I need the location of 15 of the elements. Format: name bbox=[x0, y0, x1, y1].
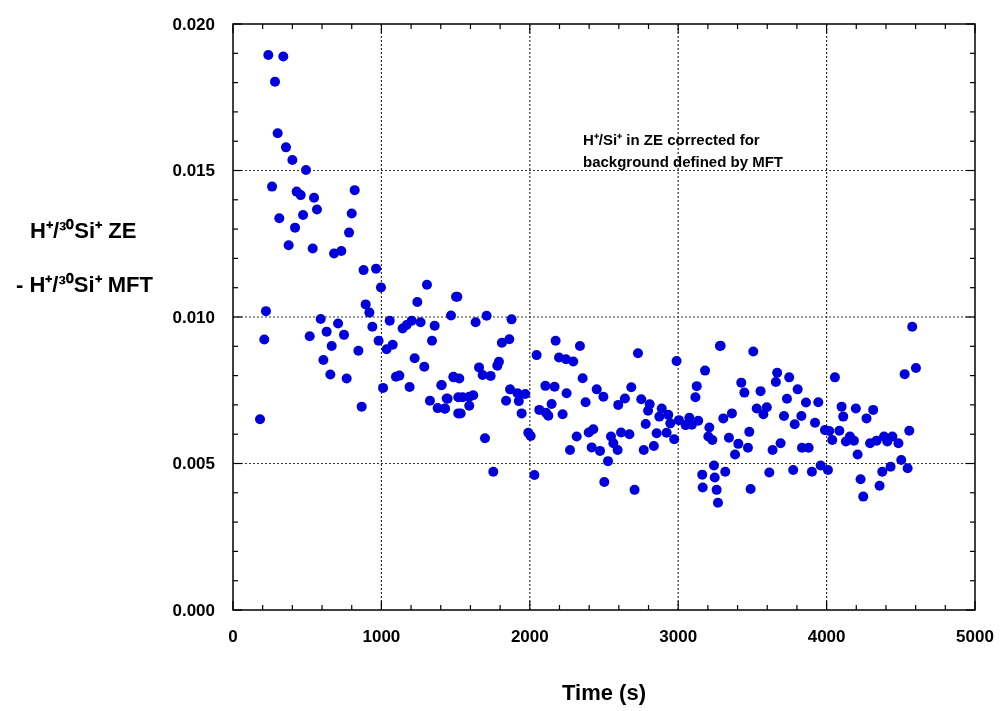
annotation: background defined by MFT bbox=[583, 153, 784, 170]
x-tick-label: 0 bbox=[228, 627, 238, 646]
x-axis-title: Time (s) bbox=[562, 680, 646, 705]
x-tick-label: 3000 bbox=[659, 627, 698, 646]
y-tick-label: 0.020 bbox=[172, 14, 215, 34]
y-tick-label: 0.015 bbox=[172, 161, 215, 181]
x-tick-label: 2000 bbox=[510, 627, 549, 646]
annotation: H⁺/Si⁺ in ZE corrected for bbox=[583, 131, 760, 148]
x-tick-label: 1000 bbox=[362, 627, 401, 646]
y-tick-label: 0.010 bbox=[172, 307, 215, 327]
text: H⁺/³⁰Si⁺ ZE - H⁺/³⁰Si⁺ MFT bbox=[16, 218, 153, 297]
x-tick-label: 5000 bbox=[956, 627, 994, 646]
y-tick-label: 0.000 bbox=[172, 600, 215, 620]
y-tick-label: 0.005 bbox=[172, 454, 215, 474]
x-tick-label: 4000 bbox=[807, 627, 846, 646]
